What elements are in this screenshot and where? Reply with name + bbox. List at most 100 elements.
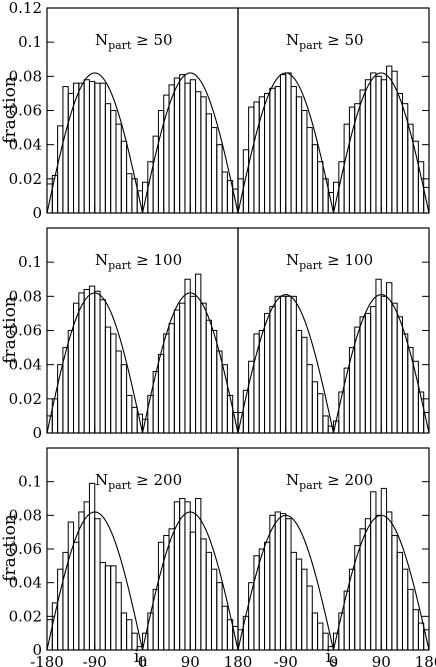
histogram-bar — [364, 79, 372, 214]
histogram-bar — [216, 144, 223, 214]
histogram-bar — [99, 561, 106, 651]
panel-r2-c0: 0 0.02 0.04 0.06 0.08 0.1 Npart ≥ 200 — [9, 447, 239, 659]
y-tick-label: 0.12 — [9, 0, 42, 17]
panel-annotation: Npart ≥ 200 — [286, 471, 373, 492]
histogram-bar — [242, 149, 250, 214]
histogram-bar — [94, 82, 101, 214]
histogram-bar — [189, 79, 197, 214]
histogram-bar — [253, 101, 260, 214]
annotation-sub: part — [299, 39, 323, 52]
histogram-bar — [110, 565, 117, 651]
histogram-bar — [78, 511, 85, 651]
histogram-bar — [78, 292, 85, 434]
histogram-bar — [51, 174, 59, 214]
histogram-bar — [380, 79, 388, 214]
histogram-bar — [78, 82, 85, 214]
histogram-bar — [216, 582, 223, 651]
histogram-bar — [412, 360, 419, 434]
histogram-bar — [380, 487, 388, 651]
y-tick-label: 0.1 — [18, 253, 42, 271]
y-tick-label: 0.06 — [9, 102, 42, 120]
histogram-bar — [126, 619, 133, 651]
annotation-n: N — [95, 31, 108, 49]
histogram-bar — [301, 568, 308, 651]
y-tick-label: 0.04 — [9, 574, 42, 592]
histogram-bar — [407, 588, 414, 651]
y-tick-label: 0.04 — [9, 136, 42, 154]
fit-curve — [46, 511, 239, 651]
x-tick-label: 0 — [329, 653, 339, 667]
y-tick-label: 0.1 — [18, 473, 42, 491]
histogram-bar — [62, 551, 69, 651]
histogram-bar — [364, 518, 372, 651]
histogram-bar — [396, 316, 403, 434]
histogram-bar — [285, 72, 292, 214]
histogram-bar — [264, 312, 271, 434]
y-tick-label: 0.06 — [9, 322, 42, 340]
histogram-bar — [359, 89, 366, 214]
histogram-bar — [216, 350, 223, 434]
histogram-bar — [370, 306, 377, 434]
x-tick-label: -90 — [274, 653, 298, 667]
histogram-bar — [179, 498, 186, 651]
histogram-bar — [88, 482, 96, 651]
histogram-bar — [189, 531, 197, 651]
histogram-bar — [179, 302, 186, 434]
histogram-bar — [221, 605, 228, 651]
histogram-bar — [104, 326, 112, 434]
histogram-bar — [274, 295, 281, 434]
y-tick-label: 0.06 — [9, 540, 42, 558]
histogram-bar — [269, 514, 276, 651]
histogram-bar — [412, 609, 419, 651]
histogram-bar — [226, 394, 234, 434]
x-axis-title-sub: s — [331, 655, 337, 667]
histogram-bar — [343, 367, 350, 434]
histogram-bar — [317, 393, 324, 434]
histogram-bar — [67, 521, 75, 651]
panel-annotation: Npart ≥ 200 — [95, 471, 182, 492]
histogram-bar — [67, 92, 75, 214]
histogram-bar — [317, 622, 324, 651]
histogram-bar — [306, 585, 313, 651]
x-tick-label: 180 — [224, 653, 253, 667]
y-tick-label: 0.1 — [18, 33, 42, 51]
histogram-bar — [370, 72, 377, 214]
histogram-bar — [126, 173, 133, 214]
histogram-bar — [184, 82, 191, 214]
y-axis-title: fraction — [0, 296, 20, 364]
histogram-bar — [73, 541, 80, 651]
histogram-bar — [306, 127, 313, 214]
histogram-bar — [295, 330, 303, 434]
annotation-sub: part — [108, 39, 132, 52]
y-tick-label: 0.02 — [9, 607, 42, 625]
histogram-bar — [386, 65, 393, 214]
panel-r1-c1: Npart ≥ 100 — [237, 227, 430, 434]
histogram-bar — [104, 103, 112, 214]
histogram-bar — [258, 548, 266, 651]
histogram-bar — [301, 336, 308, 434]
histogram-bar — [205, 319, 212, 434]
histogram-bar — [179, 74, 186, 214]
annotation-sub: part — [299, 259, 323, 272]
histogram-bar — [99, 299, 106, 434]
histogram-bar — [290, 551, 297, 651]
histogram-bar — [99, 82, 106, 214]
histogram-bar — [205, 113, 212, 214]
annotation-threshold: ≥ 200 — [322, 471, 373, 489]
histogram-bar — [391, 302, 398, 434]
histogram-bar — [348, 106, 356, 214]
histogram-bar — [163, 333, 170, 434]
annotation-threshold: ≥ 100 — [131, 251, 182, 269]
annotation-sub: part — [108, 479, 132, 492]
histogram-bar — [401, 333, 409, 434]
histogram-bar — [57, 568, 64, 651]
histogram-bar — [285, 295, 292, 434]
x-axis-title-main: i — [326, 647, 332, 667]
histogram-bar — [417, 622, 425, 651]
annotation-sub: part — [108, 259, 132, 272]
histogram-bar — [248, 360, 255, 434]
annotation-threshold: ≥ 200 — [131, 471, 182, 489]
y-tick-label: 0.02 — [9, 170, 42, 188]
histogram-bar — [311, 381, 319, 434]
